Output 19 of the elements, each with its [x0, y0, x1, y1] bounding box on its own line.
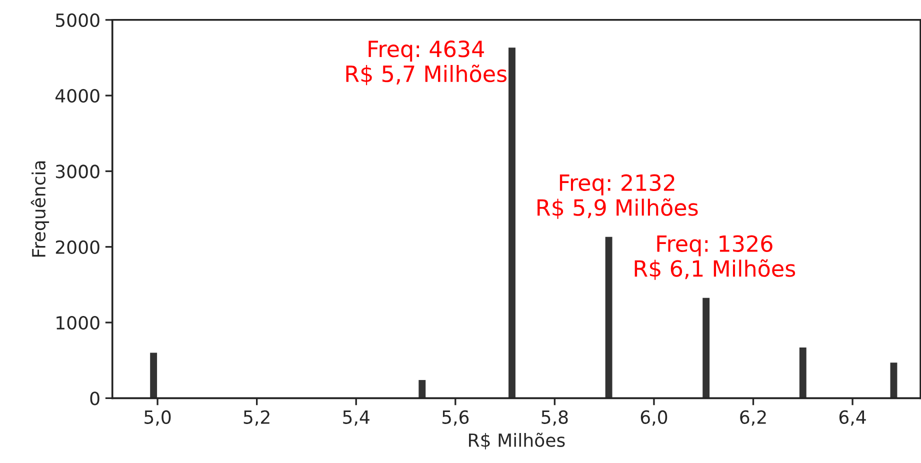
annotation: Freq: 2132 R$ 5,9 Milhões	[538, 174, 698, 219]
x-tick-label: 6,2	[740, 410, 766, 426]
y-tick-label: 0	[90, 392, 100, 406]
x-tick-label: 6,4	[839, 410, 866, 426]
x-tick-label: 5,8	[542, 410, 568, 426]
x-tick-label: 5,0	[144, 410, 171, 426]
y-tick-label: 3000	[56, 164, 100, 178]
y-axis-title: Frequência	[30, 161, 50, 257]
x-tick-label: 5,2	[244, 410, 270, 426]
y-tick-label: 2000	[56, 240, 100, 254]
y-tick-label: 5000	[56, 13, 100, 28]
y-tick-label: 4000	[55, 89, 100, 103]
x-axis-title: R$ Milhões	[469, 432, 565, 450]
x-tick-label: 6,0	[640, 410, 668, 426]
annotation: Freq: 4634 R$ 5,7 Milhões	[346, 40, 507, 86]
x-tick-label: 5,4	[343, 410, 370, 426]
annotation: Freq: 1326 R$ 6,1 Milhões	[634, 235, 796, 280]
x-tick-label: 5,6	[442, 410, 469, 426]
y-tick-label: 1000	[56, 316, 100, 330]
